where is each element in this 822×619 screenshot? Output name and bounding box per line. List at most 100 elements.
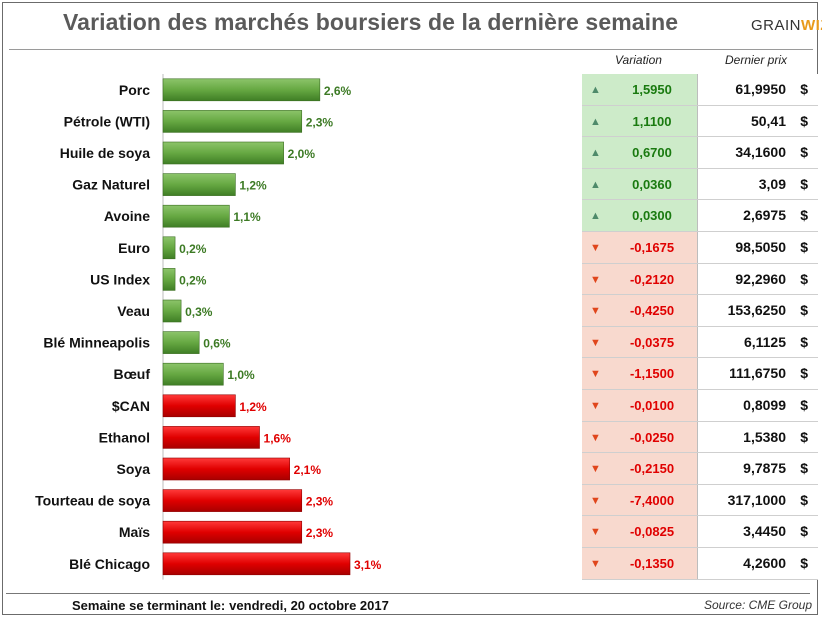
variation-cell: ▲ 0,6700 <box>582 137 698 168</box>
currency-symbol: $ <box>800 397 808 413</box>
table-row: ▼ -7,4000 317,1000 $ <box>582 484 818 517</box>
table-row: ▼ -0,1350 4,2600 $ <box>582 548 818 580</box>
currency-symbol: $ <box>800 333 808 350</box>
currency-symbol: $ <box>800 270 808 287</box>
currency-symbol: $ <box>800 460 808 477</box>
price-value: 111,6750 <box>729 365 786 382</box>
table-row: ▼ -0,1675 98,5050 $ <box>582 232 818 264</box>
week-date: vendredi, 20 octobre 2017 <box>229 598 389 613</box>
table-row: ▼ -0,0375 6,1125 $ <box>582 326 818 359</box>
table-row: ▼ -0,4250 153,6250 $ <box>582 295 818 327</box>
category-label: Blé Minneapolis <box>43 335 150 351</box>
price-value: 6,1125 <box>743 333 786 350</box>
price-cell: 50,41 $ <box>698 105 818 137</box>
category-label: Tourteau de soya <box>35 493 150 509</box>
value-label: 1,2% <box>239 179 267 193</box>
category-label: Gaz Naturel <box>72 177 150 193</box>
bar <box>162 141 284 165</box>
price-cell: 2,6975 $ <box>698 200 818 231</box>
table-row: ▲ 0,0300 2,6975 $ <box>582 200 818 232</box>
price-cell: 153,6250 $ <box>698 295 818 326</box>
variation-value: -0,0250 <box>629 429 675 445</box>
table-row: ▲ 1,1100 50,41 $ <box>582 105 818 138</box>
bar <box>162 204 230 228</box>
bar <box>162 78 321 102</box>
currency-symbol: $ <box>800 112 808 129</box>
variation-value: 1,1100 <box>632 113 672 129</box>
down-arrow-icon: ▼ <box>590 336 601 349</box>
bar <box>162 362 224 386</box>
table-row: ▼ -0,0250 1,5380 $ <box>582 421 818 454</box>
variation-cell: ▲ 0,0360 <box>582 168 698 200</box>
variation-cell: ▼ -0,0100 <box>582 390 698 421</box>
down-arrow-icon: ▼ <box>590 242 601 254</box>
category-label: Maïs <box>119 524 150 540</box>
page-title: Variation des marchés boursiers de la de… <box>63 9 679 35</box>
logo-text-grain: GRAIN <box>751 17 802 34</box>
value-label: 0,2% <box>179 242 207 256</box>
variation-value: -0,2150 <box>629 461 675 477</box>
week-label: Semaine se terminant le: <box>72 598 226 613</box>
column-header-variation: Variation <box>615 53 662 67</box>
price-cell: 92,2960 $ <box>698 263 818 295</box>
up-arrow-icon: ▲ <box>590 178 601 191</box>
price-value: 98,5050 <box>735 239 786 255</box>
down-arrow-icon: ▼ <box>590 558 601 570</box>
currency-symbol: $ <box>800 239 808 255</box>
price-value: 50,41 <box>750 112 786 129</box>
up-arrow-icon: ▲ <box>590 210 601 223</box>
currency-symbol: $ <box>800 207 808 224</box>
bar <box>162 552 351 576</box>
price-value: 2,6975 <box>743 207 786 224</box>
variation-cell: ▲ 1,1100 <box>582 105 698 137</box>
price-value: 4,2600 <box>743 555 786 571</box>
bar <box>162 110 303 133</box>
category-label: Soya <box>117 461 151 477</box>
currency-symbol: $ <box>800 144 808 161</box>
price-value: 317,1000 <box>727 491 786 508</box>
variation-cell: ▼ -7,4000 <box>582 484 698 516</box>
down-arrow-icon: ▼ <box>590 463 601 476</box>
footer-divider <box>6 593 810 594</box>
currency-symbol: $ <box>800 491 808 508</box>
value-label: 1,2% <box>239 400 267 414</box>
table-row: ▼ -1,1500 111,6750 $ <box>582 358 818 390</box>
bar <box>162 489 303 512</box>
price-cell: 3,4450 $ <box>698 516 818 547</box>
value-label: 0,3% <box>185 305 213 319</box>
title-divider <box>9 49 813 50</box>
variation-value: -0,4250 <box>629 303 675 319</box>
category-label: Ethanol <box>99 429 150 445</box>
price-cell: 4,2600 $ <box>698 548 818 579</box>
table-row: ▲ 1,5950 61,9950 $ <box>582 74 818 106</box>
down-arrow-icon: ▼ <box>590 494 601 507</box>
value-label: 1,1% <box>233 210 261 224</box>
variation-value: -0,2120 <box>629 271 675 287</box>
price-value: 61,9950 <box>735 81 786 97</box>
price-cell: 111,6750 $ <box>698 358 818 389</box>
price-cell: 0,8099 $ <box>698 390 818 421</box>
brand-logo: GRAINWIZ <box>751 17 822 34</box>
down-arrow-icon: ▼ <box>590 526 601 539</box>
variation-value: -0,0100 <box>629 398 675 413</box>
category-label: Blé Chicago <box>69 556 150 572</box>
variation-cell: ▼ -1,1500 <box>582 358 698 389</box>
price-cell: 98,5050 $ <box>698 232 818 263</box>
variation-value: 0,0360 <box>632 176 672 192</box>
category-label: Avoine <box>104 208 150 224</box>
up-arrow-icon: ▲ <box>590 115 601 128</box>
price-value: 1,5380 <box>743 428 786 445</box>
bar <box>162 173 236 196</box>
price-value: 92,2960 <box>735 270 786 287</box>
price-value: 9,7875 <box>743 460 786 477</box>
value-label: 2,3% <box>306 526 334 540</box>
price-value: 3,4450 <box>743 523 786 540</box>
currency-symbol: $ <box>800 302 808 319</box>
bar <box>162 520 303 544</box>
value-label: 0,2% <box>179 273 207 287</box>
variation-value: -0,1350 <box>629 556 675 571</box>
price-cell: 6,1125 $ <box>698 326 818 358</box>
down-arrow-icon: ▼ <box>590 400 601 412</box>
up-arrow-icon: ▲ <box>590 147 601 160</box>
